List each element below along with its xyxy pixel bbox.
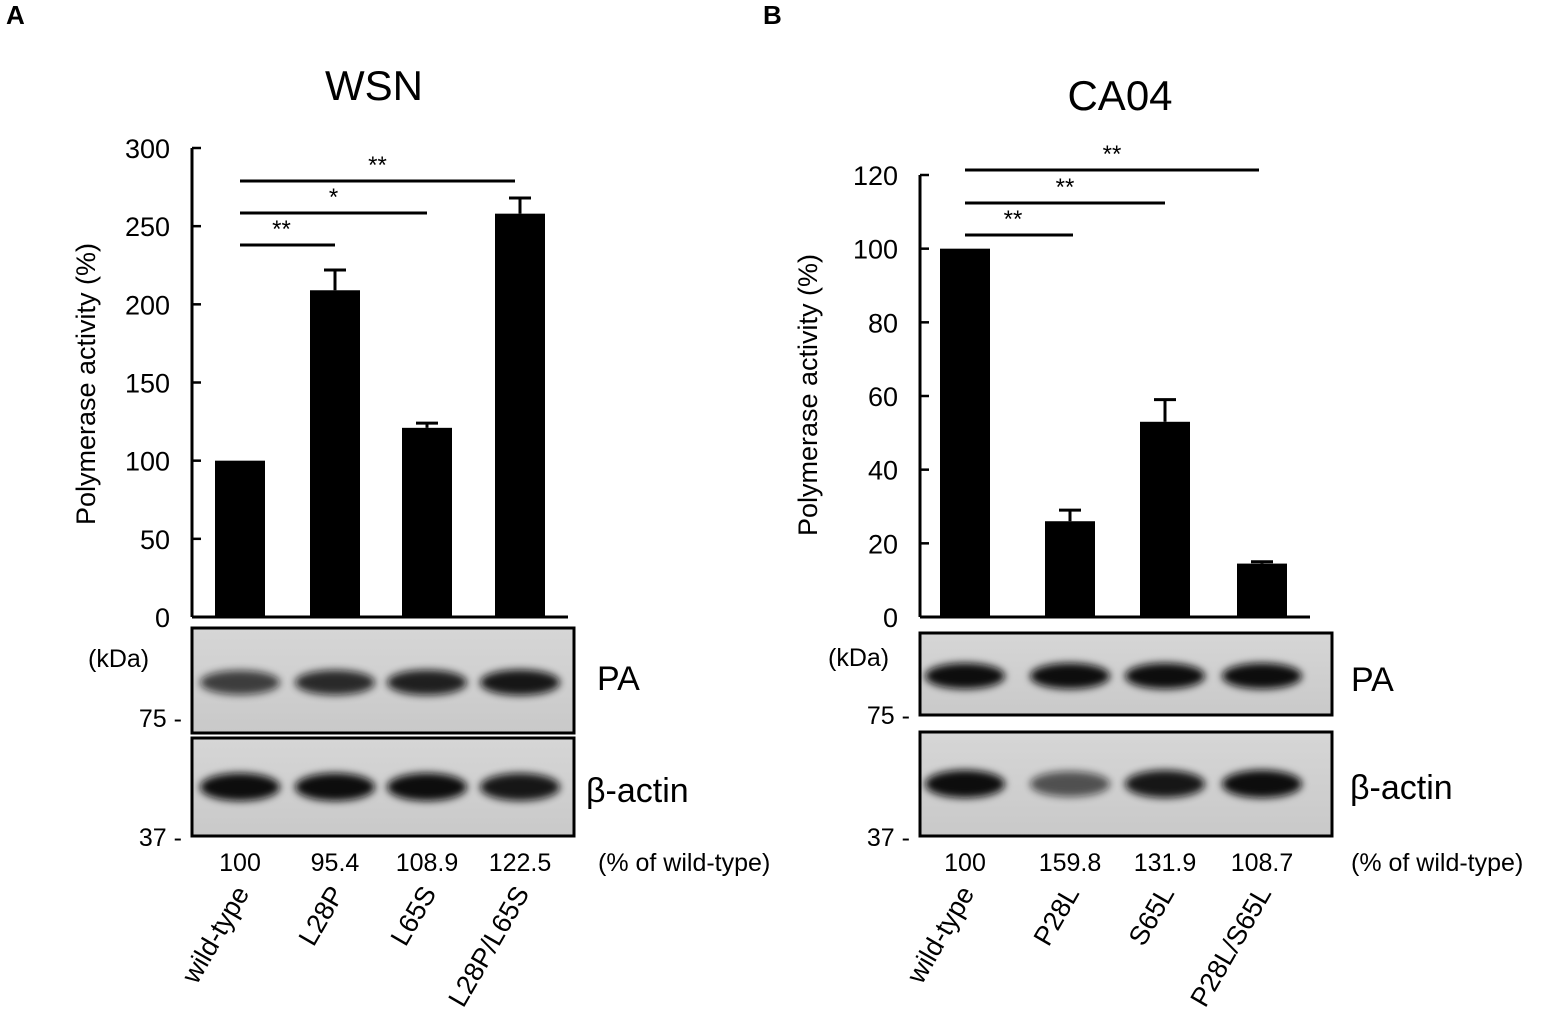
panel-b-y-tick-label: 80 [868, 308, 898, 338]
panel-a-letter: A [6, 0, 25, 30]
panel-b-marker-label: 75 - [867, 702, 910, 730]
panel-b-pa-band [925, 663, 1005, 689]
panel-b-category-label: P28L/S65L [1184, 881, 1277, 1012]
panel-a-y-tick-label: 300 [125, 134, 170, 164]
panel-a-y-tick-label: 200 [125, 290, 170, 320]
panel-a-actin-band [200, 773, 280, 801]
panel-a-marker-label: 75 - [139, 705, 182, 733]
panel-a-category-label: L65S [385, 881, 443, 951]
panel-a-actin-label: β-actin [586, 772, 689, 810]
panel-a-bar [310, 290, 360, 617]
panel-a-pa-band [387, 669, 467, 696]
panel-b-significance-marker: ** [1103, 141, 1122, 168]
panel-b-pa-label: PA [1351, 661, 1394, 699]
panel-b-y-tick-label: 120 [853, 161, 898, 191]
panel-b-actin-label: β-actin [1350, 769, 1453, 807]
panel-b-bar [940, 248, 990, 617]
panel-b-letter: B [763, 0, 782, 30]
panel-a-percent-value: 122.5 [489, 849, 552, 877]
panel-b-title: CA04 [1067, 72, 1172, 119]
panel-b-bar [1237, 563, 1287, 617]
panel-b-actin-band [925, 770, 1005, 798]
panel-a-bar [495, 213, 545, 617]
panel-b-chart: 0 20 40 60 80 100 120 ** ** ** 75 - 37 - 100 159.8 131… [853, 141, 1334, 1012]
panel-a-significance-marker: ** [368, 152, 387, 179]
panel-a-marker-label: 37 - [139, 824, 182, 852]
panel-b-pa-band [1222, 663, 1302, 689]
panel-a-y-tick-label: 250 [125, 212, 170, 242]
panel-a-y-tick-label: 0 [155, 603, 170, 633]
panel-a-category-label: L28P [293, 881, 351, 951]
panel-b-actin-band [1030, 771, 1110, 797]
panel-a-percent-label: (% of wild-type) [598, 849, 770, 877]
panel-b-y-axis-label: Polymerase activity (%) [793, 254, 823, 536]
panel-a-pa-band [295, 669, 375, 696]
panel-b-percent-value: 159.8 [1039, 849, 1102, 877]
panel-a-pa-band [200, 670, 280, 695]
panel-b-percent-value: 108.7 [1231, 849, 1294, 877]
panel-a-kda-label: (kDa) [88, 645, 149, 673]
panel-a-y-tick-label: 50 [140, 525, 170, 555]
panel-a-percent-value: 108.9 [396, 849, 459, 877]
panel-a-pa-band [480, 669, 560, 696]
panel-a-actin-band [387, 773, 467, 801]
panel-b-y-tick-label: 60 [868, 382, 898, 412]
panel-b-percent-label: (% of wild-type) [1351, 849, 1523, 877]
panel-a-y-tick-label: 100 [125, 447, 170, 477]
panel-b-significance-marker: ** [1056, 174, 1075, 201]
panel-b-y-tick-label: 20 [868, 529, 898, 559]
panel-b-y-tick-label: 100 [853, 235, 898, 265]
panel-a-y-axis-label: Polymerase activity (%) [71, 243, 101, 525]
panel-a-title: WSN [325, 62, 423, 109]
panel-b-pa-band [1030, 663, 1110, 689]
panel-b-actin-band [1222, 770, 1302, 798]
panel-a-actin-band [480, 773, 560, 801]
panel-a-percent-value: 100 [219, 849, 261, 877]
panel-b-bar [1045, 521, 1095, 617]
panel-b-y-tick-label: 0 [883, 603, 898, 633]
panel-a-actin-band [295, 773, 375, 801]
panel-a-bar [402, 427, 452, 617]
panel-a-percent-value: 95.4 [311, 849, 360, 877]
panel-a-category-label: L28P/L65S [442, 881, 535, 1012]
panel-b-category-label: wild-type [900, 881, 980, 989]
panel-b-y-tick-label: 40 [868, 456, 898, 486]
panel-b-actin-band [1125, 770, 1205, 798]
panel-b-category-label: P28L [1028, 881, 1086, 951]
panel-b-bar [1140, 421, 1190, 617]
panel-a-category-label: wild-type [175, 881, 255, 989]
panel-b-significance-marker: ** [1004, 206, 1023, 233]
panel-a-pa-label: PA [597, 660, 640, 698]
panel-b-percent-value: 131.9 [1134, 849, 1197, 877]
panel-b-kda-label: (kDa) [828, 644, 889, 672]
panel-a-y-tick-label: 150 [125, 369, 170, 399]
panel-a-significance-marker: ** [272, 216, 291, 243]
panel-a-bar [215, 460, 265, 617]
panel-a-significance-marker: * [329, 184, 338, 211]
panel-b-percent-value: 100 [944, 849, 986, 877]
panel-b-pa-band [1125, 663, 1205, 689]
panel-b-marker-label: 37 - [867, 824, 910, 852]
panel-b-category-label: S65L [1123, 881, 1181, 951]
